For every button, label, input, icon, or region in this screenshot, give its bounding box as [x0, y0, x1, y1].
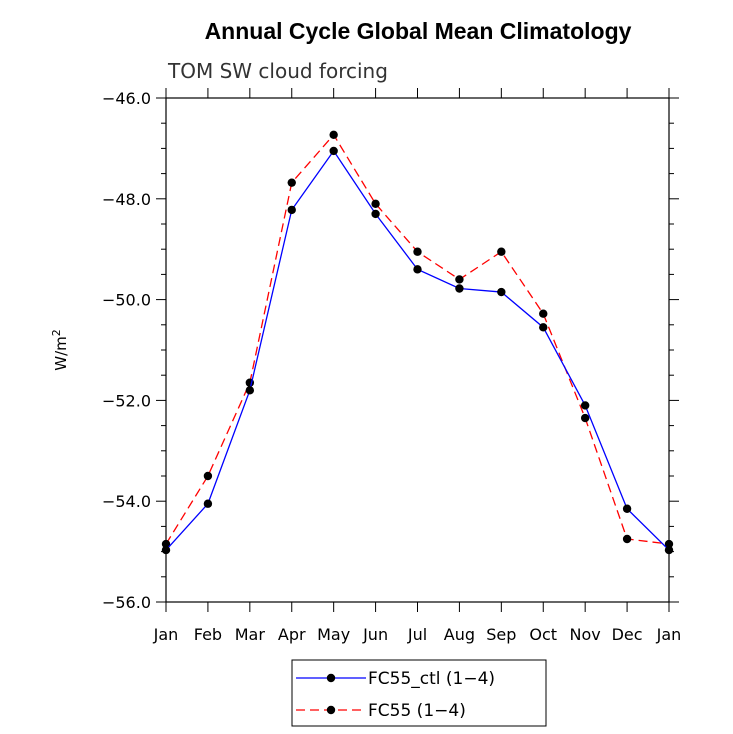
x-tick-label: Dec	[612, 625, 643, 644]
x-tick-label: Jul	[407, 625, 427, 644]
data-point	[622, 534, 632, 544]
data-point	[329, 146, 338, 156]
data-point	[161, 545, 171, 555]
series-layer	[161, 130, 674, 555]
series-1	[161, 130, 674, 549]
x-tick-label: Jan	[656, 625, 682, 644]
data-point	[287, 178, 296, 187]
data-point	[455, 275, 464, 284]
x-tick-label: May	[317, 625, 350, 644]
data-point	[413, 247, 422, 256]
data-point	[161, 539, 171, 549]
y-ticks	[156, 97, 679, 603]
legend: FC55_ctl (1−4) FC55 (1−4)	[291, 659, 547, 727]
data-point	[287, 205, 296, 215]
data-point	[371, 209, 380, 219]
y-tick-label: −52.0	[102, 391, 151, 410]
data-point	[664, 545, 674, 555]
data-point	[539, 309, 548, 318]
y-tick-label: −48.0	[102, 190, 151, 209]
data-point	[497, 287, 506, 297]
data-point	[371, 199, 380, 209]
x-ticks	[165, 88, 670, 612]
legend-label-fc55: FC55 (1−4)	[368, 701, 466, 721]
data-point	[203, 499, 213, 508]
data-point	[203, 471, 213, 481]
x-tick-label: Mar	[235, 625, 266, 644]
series-line	[165, 149, 670, 551]
x-tick-label: Feb	[194, 625, 222, 644]
plot-frame	[165, 97, 670, 603]
data-point	[580, 401, 590, 410]
y-tick-label: −50.0	[102, 291, 151, 310]
data-point	[664, 539, 674, 549]
legend-label-ctl: FC55_ctl (1−4)	[368, 669, 495, 689]
x-tick-label: Jan	[153, 625, 179, 644]
chart-subtitle: TOM SW cloud forcing	[167, 59, 388, 83]
x-tick-label: Oct	[529, 625, 557, 644]
data-point	[245, 386, 255, 395]
chart-title: Annual Cycle Global Mean Climatology	[205, 18, 632, 44]
data-point	[622, 504, 632, 513]
x-tick-label: Sep	[486, 625, 516, 644]
data-point	[329, 130, 338, 139]
y-tick-label: −46.0	[102, 89, 151, 108]
y-tick-label: −54.0	[102, 492, 151, 511]
x-tick-label: Nov	[570, 625, 601, 644]
y-tick-labels: −56.0 −54.0 −52.0 −50.0 −48.0 −46.0	[102, 89, 151, 612]
data-point	[497, 247, 506, 256]
y-axis-label: W/m2	[50, 329, 70, 371]
x-tick-label: Apr	[278, 625, 306, 644]
data-point	[413, 265, 422, 274]
x-tick-labels: Jan Feb Mar Apr May Jun Jul Aug Sep Oct Nov Dec Jan	[153, 625, 682, 644]
x-tick-label: Jun	[362, 625, 388, 644]
y-tick-label: −56.0	[102, 593, 151, 612]
series-line	[165, 133, 670, 545]
legend-marker-ctl	[326, 673, 336, 683]
legend-marker-fc55	[326, 705, 336, 715]
data-point	[455, 284, 464, 293]
x-tick-label: Aug	[444, 625, 475, 644]
data-point	[580, 413, 590, 423]
legend-box	[291, 659, 547, 727]
data-point	[539, 323, 548, 332]
series-0	[161, 146, 674, 555]
